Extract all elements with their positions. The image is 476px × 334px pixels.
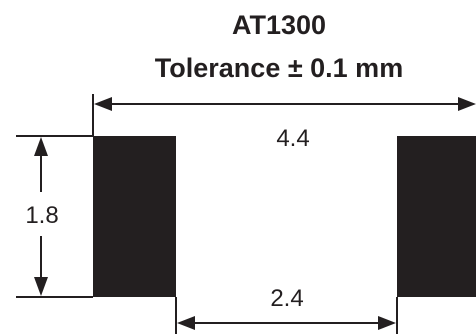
- gap-arrow-right: [378, 316, 396, 330]
- overall-width-arrow-left: [94, 97, 112, 111]
- height-arrow-up: [34, 137, 48, 156]
- part-title: AT1300: [232, 10, 326, 40]
- right-tooth: [397, 136, 476, 297]
- gap-width-label: 2.4: [270, 285, 303, 312]
- overall-width-label: 4.4: [276, 125, 309, 152]
- tolerance-note: Tolerance ± 0.1 mm: [155, 53, 403, 83]
- height-label: 1.8: [25, 202, 58, 229]
- height-arrow-down: [34, 277, 48, 296]
- gap-arrow-left: [177, 316, 195, 330]
- gap-width-dimension: 2.4: [175, 285, 398, 334]
- height-dimension: 1.8: [16, 135, 93, 298]
- left-tooth: [93, 136, 176, 297]
- overall-width-arrow-right: [458, 97, 476, 111]
- overall-width-dimension: 4.4: [92, 94, 476, 152]
